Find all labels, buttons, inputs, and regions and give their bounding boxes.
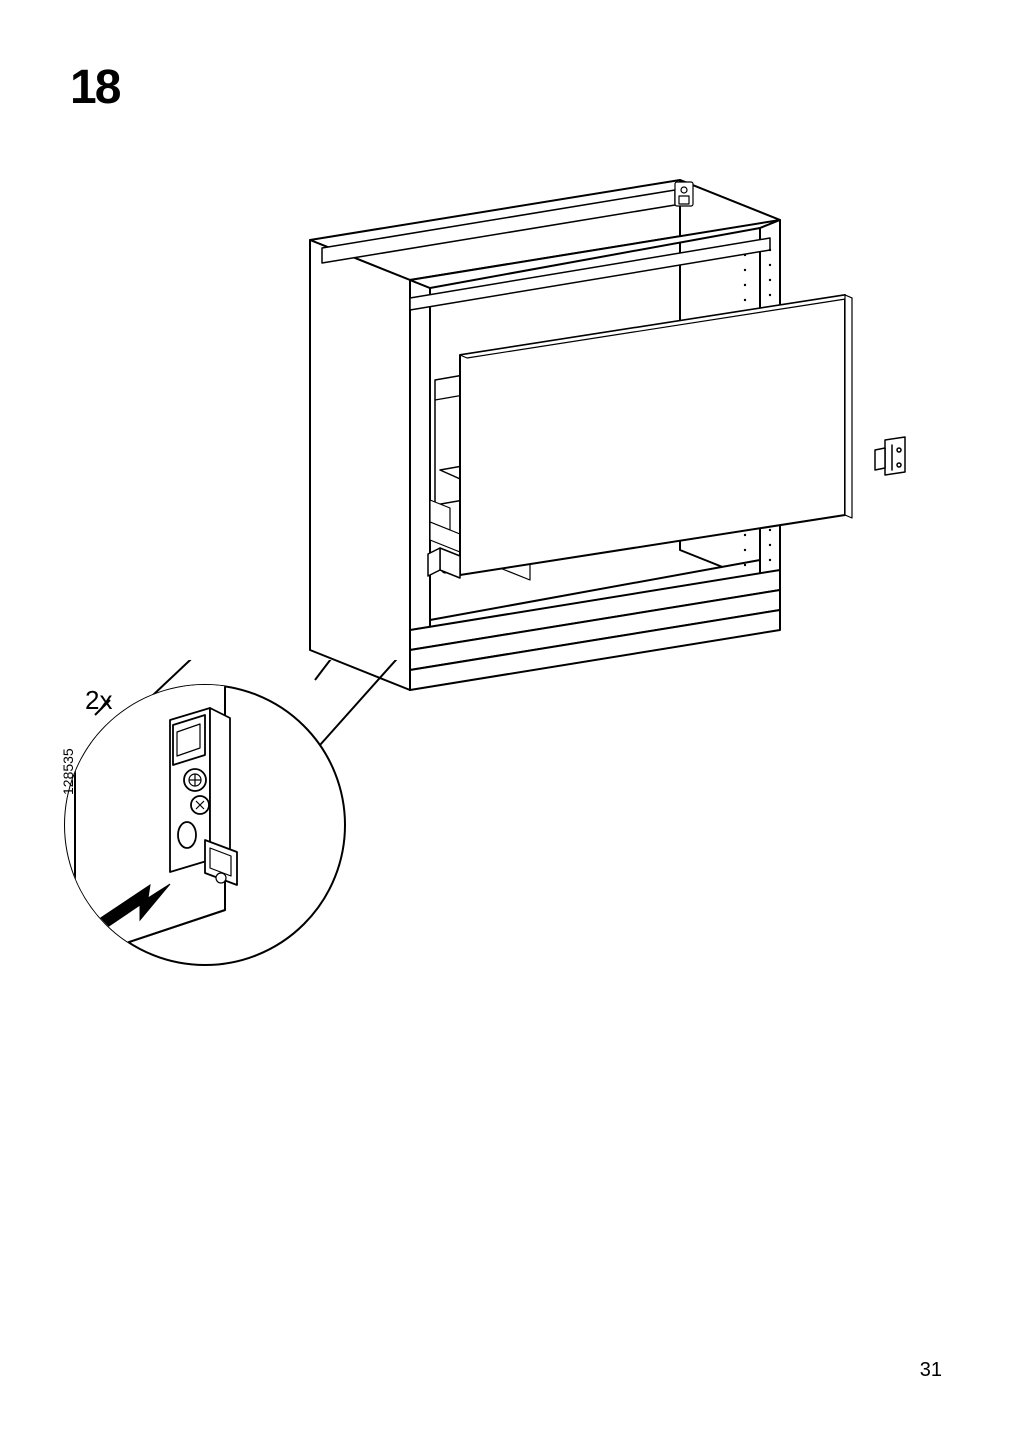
step-number: 18 [70,60,119,115]
page-number: 31 [920,1359,942,1382]
part-number: 128535 [60,748,76,795]
main-diagram [280,170,940,730]
quantity-label: 2x [85,685,112,716]
page: 18 [0,0,1012,1432]
